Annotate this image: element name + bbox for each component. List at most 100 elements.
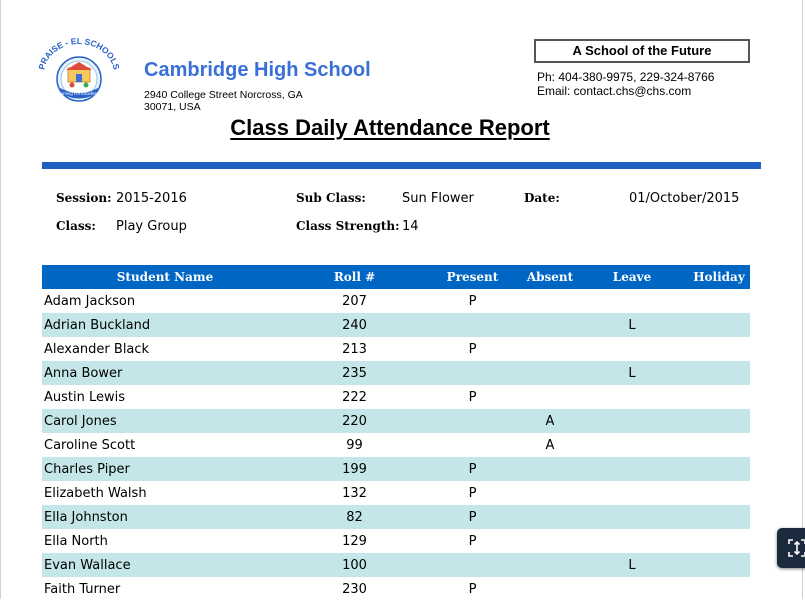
holiday-cell (688, 529, 750, 553)
roll-cell: 230 (342, 581, 367, 597)
roll-cell: 222 (342, 389, 367, 405)
strength-value: 14 (402, 219, 419, 234)
absent-cell: A (524, 409, 576, 433)
roll-cell: 220 (288, 409, 421, 433)
leave-cell (576, 505, 688, 529)
student-name-cell: Elizabeth Walsh (44, 485, 147, 501)
present-cell: P (468, 485, 477, 501)
present-cell (421, 361, 524, 385)
absent-cell: A (545, 437, 555, 453)
student-name-cell: Charles Piper (42, 457, 288, 481)
date-value: 01/October/2015 (629, 191, 740, 206)
strength-label: Class Strength: (296, 219, 400, 233)
student-name-cell: Caroline Scott (44, 437, 136, 453)
roll-cell: 132 (342, 485, 367, 501)
leave-cell (576, 433, 688, 457)
absent-cell (524, 505, 576, 529)
table-row: Faith Turner 230 P (42, 577, 750, 601)
student-name-cell: Ella Johnston (42, 505, 288, 529)
present-cell: P (468, 533, 477, 549)
table-row: Adrian Buckland 240 L (42, 313, 750, 337)
roll-cell: 213 (342, 341, 367, 357)
table-row: Anna Bower 235 L (42, 361, 750, 385)
student-name-cell: Evan Wallace (42, 553, 288, 577)
school-motto: A School of the Future (534, 39, 750, 63)
present-cell: P (421, 505, 524, 529)
attendance-rows: Adam Jackson 207 P Adrian Buckland 240 L Alexa… (42, 289, 750, 601)
absent-cell (524, 457, 576, 481)
table-row: Charles Piper 199 P (42, 457, 750, 481)
table-row: Ella Johnston 82 P (42, 505, 750, 529)
leave-cell (576, 337, 688, 361)
absent-cell (524, 385, 576, 409)
absent-cell (524, 481, 576, 505)
table-row: Ella North 129 P (42, 529, 750, 553)
absent-cell (524, 529, 576, 553)
header-present: Present (421, 265, 524, 289)
address-line-2: 30071, USA (144, 101, 201, 113)
present-cell (421, 313, 524, 337)
holiday-cell (688, 553, 750, 577)
table-row: Carol Jones 220 A (42, 409, 750, 433)
absent-cell (524, 361, 576, 385)
class-field: Class: (56, 219, 96, 234)
holiday-cell (688, 361, 750, 385)
roll-cell: 199 (288, 457, 421, 481)
roll-cell: 100 (288, 553, 421, 577)
contact-info: Ph: 404-380-9975, 229-324-8766 Email: co… (537, 70, 714, 98)
fit-to-screen-button[interactable] (777, 528, 805, 568)
leave-cell (576, 289, 688, 313)
student-name-cell: Anna Bower (42, 361, 288, 385)
absent-cell (524, 553, 576, 577)
present-cell: P (468, 293, 477, 309)
table-row: Adam Jackson 207 P (42, 289, 750, 313)
student-name-cell: Carol Jones (42, 409, 288, 433)
present-cell (421, 553, 524, 577)
student-name-cell: Alexander Black (44, 341, 150, 357)
header-absent: Absent (524, 265, 576, 289)
logo-ribbon-text: Learning For Excellence (56, 91, 102, 96)
school-name: Cambridge High School (144, 59, 371, 81)
leave-cell (576, 385, 688, 409)
session-label: Session: (56, 191, 112, 205)
holiday-cell (688, 577, 750, 601)
table-header-row: Student Name Roll # Present Absent Leave… (42, 265, 750, 289)
roll-cell: 129 (342, 533, 367, 549)
present-cell: P (468, 581, 477, 597)
roll-cell: 240 (288, 313, 421, 337)
present-cell: P (421, 457, 524, 481)
title-divider (42, 162, 761, 169)
date-field: Date: (524, 191, 560, 206)
absent-cell (524, 313, 576, 337)
roll-cell: 82 (288, 505, 421, 529)
present-cell (421, 409, 524, 433)
absent-cell (524, 577, 576, 601)
address-line-1: 2940 College Street Norcross, GA (144, 89, 303, 101)
roll-cell: 99 (346, 437, 363, 453)
class-value: Play Group (116, 219, 187, 234)
table-row: Elizabeth Walsh 132 P (42, 481, 750, 505)
student-name-cell: Faith Turner (44, 581, 121, 597)
phone-numbers: Ph: 404-380-9975, 229-324-8766 (537, 70, 715, 84)
subclass-label: Sub Class: (296, 191, 366, 205)
school-logo: PRAISE - EL SCHOOLS Learning For Excelle… (30, 34, 128, 106)
leave-cell: L (576, 361, 688, 385)
leave-cell (576, 481, 688, 505)
header-leave: Leave (576, 265, 688, 289)
fit-to-screen-icon (788, 539, 805, 557)
leave-cell (576, 577, 688, 601)
holiday-cell (688, 481, 750, 505)
table-row: Alexander Black 213 P (42, 337, 750, 361)
class-label: Class: (56, 219, 96, 233)
student-name-cell: Austin Lewis (44, 389, 126, 405)
student-name-cell: Ella North (44, 533, 108, 549)
subclass-value: Sun Flower (402, 191, 474, 206)
absent-cell (524, 289, 576, 313)
leave-cell (576, 529, 688, 553)
school-address: 2940 College Street Norcross, GA 30071, … (144, 89, 303, 113)
attendance-table: Student Name Roll # Present Absent Leave… (42, 265, 750, 601)
subclass-field: Sub Class: (296, 191, 366, 206)
table-row: Austin Lewis 222 P (42, 385, 750, 409)
report-title: Class Daily Attendance Report (230, 115, 550, 140)
